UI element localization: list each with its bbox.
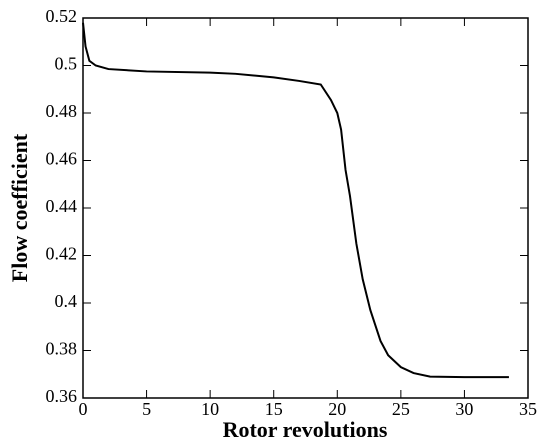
data-line — [82, 22, 509, 379]
x-tick-label: 30 — [455, 399, 473, 419]
y-tick-label: 0.5 — [55, 54, 78, 74]
y-tick-label: 0.48 — [46, 101, 78, 121]
x-tick-label: 5 — [142, 399, 151, 419]
y-tick-label: 0.4 — [55, 291, 78, 311]
y-tick-label: 0.42 — [46, 244, 78, 264]
y-tick-label: 0.44 — [46, 196, 78, 216]
x-tick-label: 20 — [328, 399, 346, 419]
x-axis-title: Rotor revolutions — [223, 417, 388, 442]
y-tick-label: 0.36 — [46, 386, 78, 406]
x-tick-label: 35 — [519, 399, 537, 419]
x-tick-label: 10 — [201, 399, 219, 419]
y-tick-label: 0.52 — [46, 6, 78, 26]
x-tick-label: 25 — [392, 399, 410, 419]
plot-frame — [82, 17, 529, 399]
y-tick-label: 0.46 — [46, 149, 78, 169]
x-tick-label: 0 — [79, 399, 88, 419]
y-tick-label: 0.38 — [46, 339, 78, 359]
y-axis-title: Flow coefficient — [7, 133, 32, 282]
x-tick-label: 15 — [265, 399, 283, 419]
